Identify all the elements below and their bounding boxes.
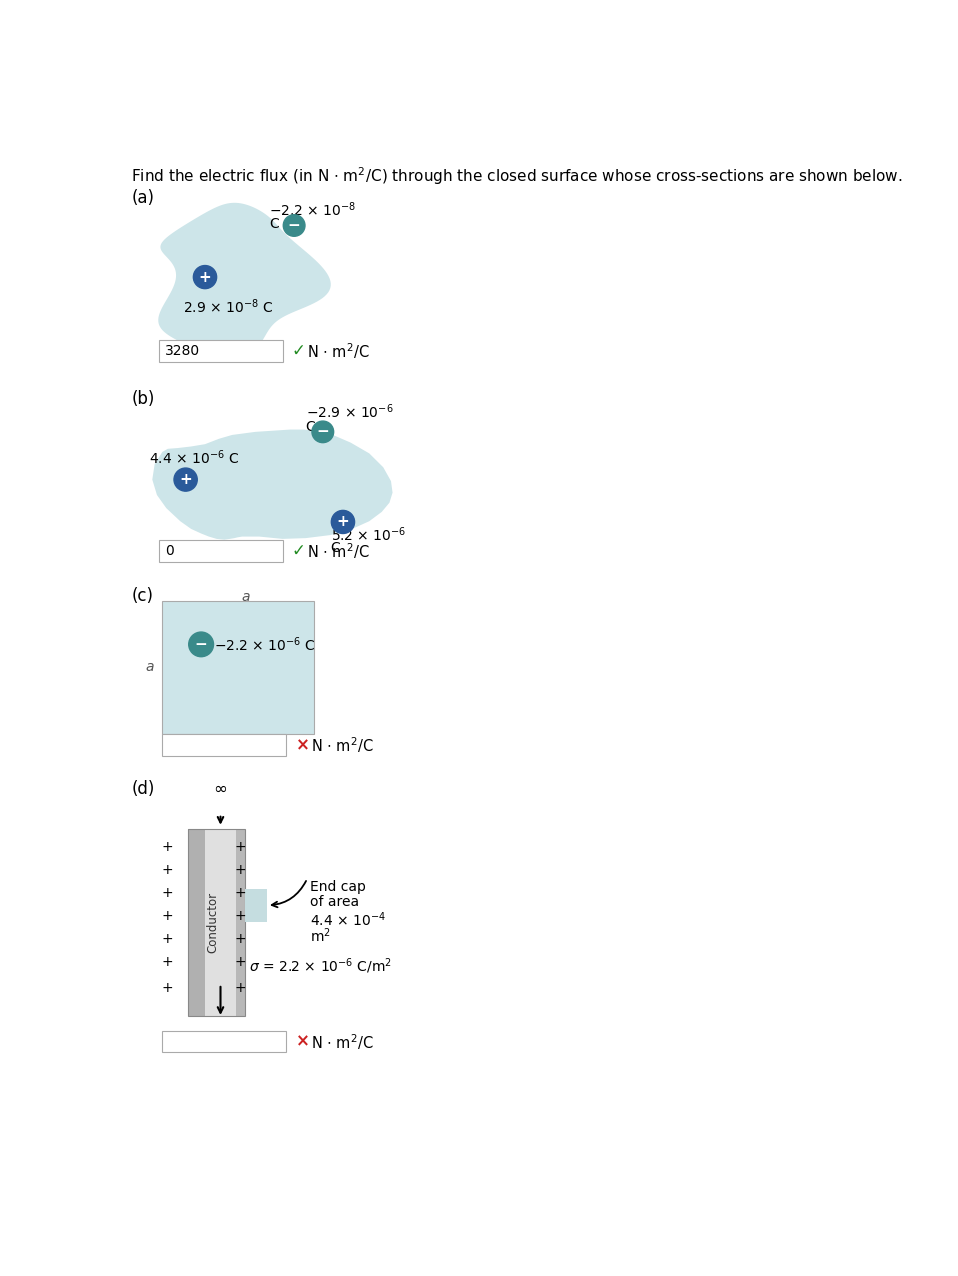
- Text: +: +: [235, 840, 246, 854]
- Text: (c): (c): [131, 587, 153, 605]
- Text: −: −: [194, 637, 208, 652]
- Text: +: +: [162, 910, 173, 924]
- Text: +: +: [162, 863, 173, 877]
- Text: of area: of area: [309, 896, 358, 910]
- Text: $-$2.9 $\times$ 10$^{-6}$: $-$2.9 $\times$ 10$^{-6}$: [306, 403, 394, 421]
- FancyBboxPatch shape: [205, 829, 236, 1016]
- Text: Find the electric flux (in N $\cdot$ m$^2$/C) through the closed surface whose c: Find the electric flux (in N $\cdot$ m$^…: [131, 166, 903, 188]
- Text: m$^2$: m$^2$: [309, 926, 331, 944]
- Text: +: +: [162, 840, 173, 854]
- FancyBboxPatch shape: [162, 1031, 286, 1053]
- Text: ×: ×: [296, 736, 309, 754]
- Circle shape: [174, 468, 197, 491]
- Text: N $\cdot$ m$^2$/C: N $\cdot$ m$^2$/C: [308, 341, 370, 361]
- Text: +: +: [235, 981, 246, 995]
- Text: $\sigma$ = 2.2 $\times$ 10$^{-6}$ C/m$^2$: $\sigma$ = 2.2 $\times$ 10$^{-6}$ C/m$^2…: [249, 957, 393, 976]
- Text: $-$2.2 $\times$ 10$^{-8}$: $-$2.2 $\times$ 10$^{-8}$: [269, 200, 356, 218]
- Text: +: +: [162, 933, 173, 947]
- Text: 5.2 $\times$ 10$^{-6}$: 5.2 $\times$ 10$^{-6}$: [331, 526, 406, 545]
- Text: +: +: [198, 269, 212, 285]
- Text: ✓: ✓: [292, 342, 306, 360]
- Text: +: +: [235, 933, 246, 947]
- Text: N $\cdot$ m$^2$/C: N $\cdot$ m$^2$/C: [311, 735, 374, 755]
- Text: C: C: [331, 541, 340, 555]
- Text: +: +: [162, 886, 173, 900]
- Text: ✓: ✓: [292, 542, 306, 560]
- Text: (a): (a): [131, 189, 154, 207]
- Text: +: +: [235, 956, 246, 970]
- Polygon shape: [158, 203, 331, 359]
- Text: $\infty$: $\infty$: [214, 778, 228, 796]
- FancyBboxPatch shape: [162, 601, 313, 734]
- Text: C: C: [269, 217, 279, 231]
- Text: End cap: End cap: [309, 880, 366, 894]
- Text: 3280: 3280: [165, 345, 200, 359]
- Text: +: +: [162, 956, 173, 970]
- Text: 4.4 $\times$ 10$^{-4}$: 4.4 $\times$ 10$^{-4}$: [309, 911, 386, 929]
- Polygon shape: [152, 430, 393, 540]
- Text: $\infty$: $\infty$: [214, 1026, 228, 1044]
- Circle shape: [284, 214, 305, 236]
- Text: 4.4 $\times$ 10$^{-6}$ C: 4.4 $\times$ 10$^{-6}$ C: [149, 449, 240, 467]
- Text: +: +: [179, 472, 192, 487]
- Circle shape: [189, 632, 214, 657]
- Text: +: +: [235, 910, 246, 924]
- Text: +: +: [235, 863, 246, 877]
- Text: −: −: [287, 218, 301, 234]
- Text: +: +: [235, 886, 246, 900]
- Text: 0: 0: [165, 544, 173, 558]
- Text: (d): (d): [131, 780, 155, 798]
- Text: 2.9 $\times$ 10$^{-8}$ C: 2.9 $\times$ 10$^{-8}$ C: [183, 297, 274, 316]
- Text: a: a: [241, 591, 249, 605]
- Circle shape: [312, 421, 333, 443]
- FancyBboxPatch shape: [236, 829, 245, 1016]
- Text: ×: ×: [296, 1032, 309, 1050]
- Text: N $\cdot$ m$^2$/C: N $\cdot$ m$^2$/C: [311, 1032, 374, 1051]
- Text: −: −: [316, 425, 330, 439]
- FancyBboxPatch shape: [188, 829, 205, 1016]
- FancyBboxPatch shape: [162, 735, 286, 755]
- Circle shape: [331, 510, 354, 533]
- Text: a: a: [145, 661, 153, 675]
- Text: +: +: [162, 981, 173, 995]
- Text: +: +: [336, 514, 350, 530]
- Text: N $\cdot$ m$^2$/C: N $\cdot$ m$^2$/C: [308, 541, 370, 561]
- FancyBboxPatch shape: [245, 889, 267, 921]
- Circle shape: [194, 265, 217, 288]
- FancyBboxPatch shape: [158, 541, 283, 561]
- FancyBboxPatch shape: [158, 341, 283, 362]
- Text: $-$2.2 $\times$ 10$^{-6}$ C: $-$2.2 $\times$ 10$^{-6}$ C: [215, 635, 315, 653]
- Text: Conductor: Conductor: [206, 892, 219, 953]
- Text: C: C: [306, 420, 315, 434]
- Text: (b): (b): [131, 390, 155, 408]
